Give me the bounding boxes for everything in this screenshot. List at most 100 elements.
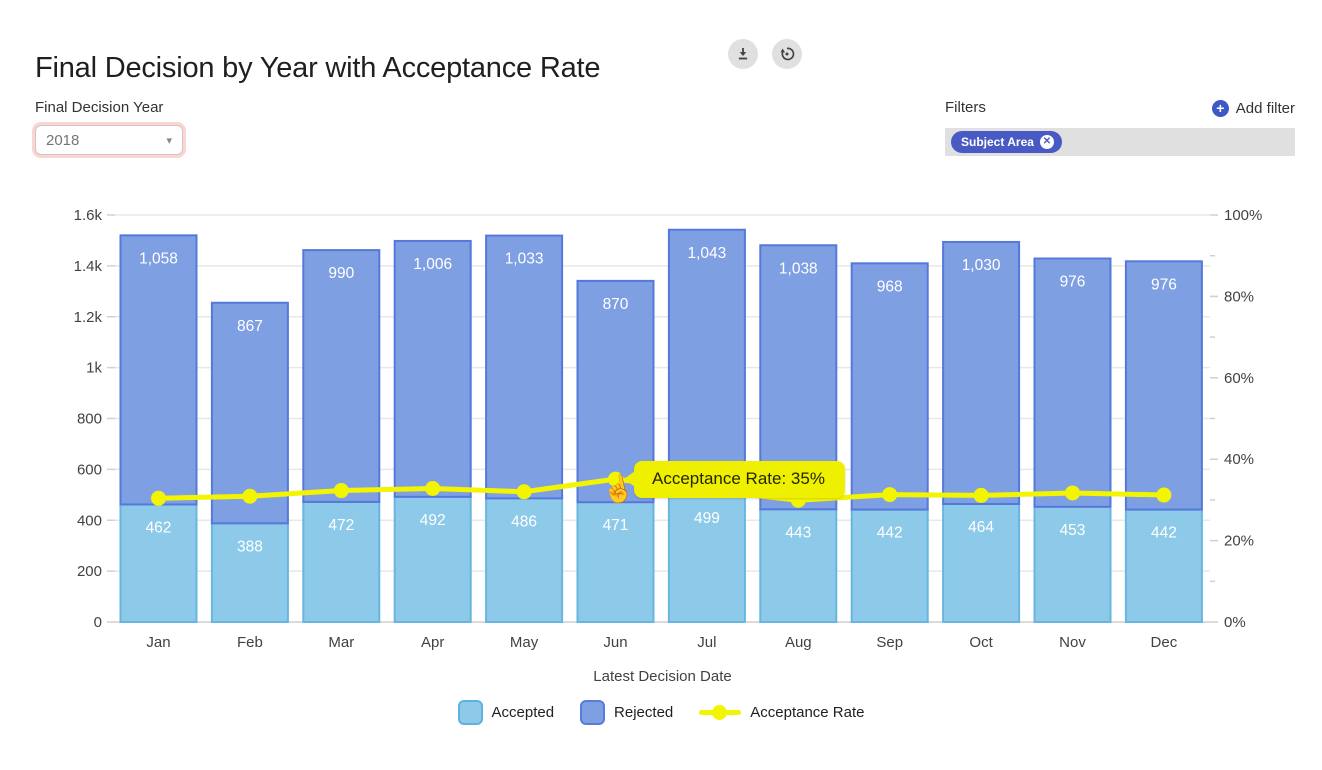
svg-text:1,030: 1,030 <box>962 257 1001 274</box>
rejected-swatch-icon <box>580 700 606 725</box>
bar-accepted-oct[interactable] <box>942 502 1021 623</box>
svg-text:40%: 40% <box>1224 451 1254 468</box>
svg-text:499: 499 <box>694 510 720 527</box>
download-button[interactable] <box>728 39 758 69</box>
bar-accepted-nov[interactable] <box>1033 505 1112 623</box>
svg-text:400: 400 <box>77 512 102 529</box>
svg-text:Mar: Mar <box>328 634 354 651</box>
svg-text:1,058: 1,058 <box>139 250 178 267</box>
download-icon <box>734 45 752 63</box>
filters-label: Filters <box>945 99 986 116</box>
svg-text:443: 443 <box>785 524 811 541</box>
filter-chip-subject-area[interactable]: Subject Area ✕ <box>951 131 1062 153</box>
svg-text:388: 388 <box>237 538 263 555</box>
bar-rejected-dec[interactable] <box>1124 260 1203 511</box>
bar-rejected-sep[interactable] <box>850 262 929 511</box>
acceptance-rate-point-nov[interactable] <box>1065 485 1080 501</box>
bar-rejected-nov[interactable] <box>1033 257 1112 508</box>
bar-rejected-oct[interactable] <box>942 240 1021 505</box>
svg-text:100%: 100% <box>1224 207 1262 224</box>
svg-text:Jan: Jan <box>146 634 170 651</box>
cursor-pointer-icon: ☝ <box>599 470 638 508</box>
x-axis-title: Latest Decision Date <box>593 668 732 685</box>
bar-accepted-sep[interactable] <box>850 508 929 623</box>
svg-text:Aug: Aug <box>785 634 812 651</box>
acceptance-rate-point-apr[interactable] <box>425 481 441 497</box>
svg-text:1.2k: 1.2k <box>74 309 103 326</box>
bar-accepted-apr[interactable] <box>393 495 472 623</box>
svg-text:968: 968 <box>877 278 903 295</box>
acceptance-rate-point-jan[interactable] <box>151 490 166 506</box>
svg-text:453: 453 <box>1060 522 1086 539</box>
bar-accepted-jul[interactable] <box>667 494 746 623</box>
history-icon <box>778 45 796 63</box>
svg-text:Oct: Oct <box>969 634 993 651</box>
svg-text:1.6k: 1.6k <box>74 207 103 224</box>
bar-accepted-feb[interactable] <box>210 522 289 623</box>
svg-text:976: 976 <box>1060 273 1086 290</box>
svg-text:0%: 0% <box>1224 614 1246 631</box>
filter-bar: Subject Area ✕ <box>945 128 1295 156</box>
acceptance-rate-swatch-icon <box>699 705 742 720</box>
accepted-swatch-icon <box>457 700 483 725</box>
svg-text:442: 442 <box>1151 525 1177 542</box>
acceptance-rate-dot-icon <box>712 705 728 720</box>
svg-text:462: 462 <box>146 519 172 536</box>
legend-label-accepted: Accepted <box>491 704 555 721</box>
svg-text:472: 472 <box>328 517 354 534</box>
svg-text:80%: 80% <box>1224 288 1254 305</box>
acceptance-rate-point-sep[interactable] <box>882 487 898 503</box>
bar-rejected-jan[interactable] <box>119 234 198 506</box>
year-filter-label: Final Decision Year <box>35 99 164 116</box>
svg-text:464: 464 <box>968 519 994 536</box>
add-filter-button[interactable]: + Add filter <box>1211 100 1295 117</box>
svg-text:Jul: Jul <box>697 634 716 651</box>
svg-text:1,006: 1,006 <box>413 256 452 273</box>
bar-accepted-jun[interactable] <box>576 501 655 623</box>
svg-text:870: 870 <box>603 296 629 313</box>
svg-text:200: 200 <box>77 563 102 580</box>
acceptance-rate-point-dec[interactable] <box>1156 487 1172 503</box>
acceptance-rate-point-mar[interactable] <box>333 483 349 499</box>
svg-text:Sep: Sep <box>876 634 903 651</box>
bar-accepted-jan[interactable] <box>119 503 198 624</box>
svg-text:Apr: Apr <box>421 634 444 651</box>
svg-text:1.4k: 1.4k <box>74 258 103 275</box>
bar-rejected-feb[interactable] <box>210 301 289 525</box>
year-select[interactable]: 2018 ▾ <box>35 125 183 155</box>
svg-text:867: 867 <box>237 318 263 335</box>
svg-text:60%: 60% <box>1224 370 1254 387</box>
svg-text:492: 492 <box>420 512 446 529</box>
add-filter-label: Add filter <box>1235 100 1295 117</box>
tooltip: Acceptance Rate: 35% <box>624 461 845 498</box>
svg-text:471: 471 <box>603 517 629 534</box>
bar-rejected-mar[interactable] <box>302 249 381 503</box>
bar-accepted-may[interactable] <box>485 497 564 623</box>
svg-text:20%: 20% <box>1224 533 1254 550</box>
svg-text:442: 442 <box>877 525 903 542</box>
acceptance-rate-point-oct[interactable] <box>973 487 989 503</box>
chart-area: 0 200 400 600 800 1k 1.2k 1.4k 1.6k 0% 20% 40% 60% 80… <box>0 195 1322 665</box>
legend-item-rejected: Rejected <box>580 700 673 725</box>
acceptance-rate-point-may[interactable] <box>516 484 532 500</box>
bar-accepted-aug[interactable] <box>759 508 838 624</box>
svg-text:Feb: Feb <box>237 634 263 651</box>
chart-canvas[interactable]: 0 200 400 600 800 1k 1.2k 1.4k 1.6k 0% 20% 40% 60% 80… <box>0 195 1322 665</box>
filter-chip-label: Subject Area <box>961 135 1034 149</box>
svg-text:May: May <box>510 634 539 651</box>
svg-text:Jun: Jun <box>603 634 627 651</box>
legend-label-rejected: Rejected <box>614 704 674 721</box>
chip-close-icon[interactable]: ✕ <box>1039 135 1054 149</box>
page-title: Final Decision by Year with Acceptance R… <box>35 52 601 85</box>
svg-text:1,043: 1,043 <box>688 245 727 262</box>
svg-text:0: 0 <box>94 614 102 631</box>
bar-rejected-may[interactable] <box>485 234 564 500</box>
tooltip-text: Acceptance Rate: 35% <box>652 469 825 488</box>
acceptance-rate-point-feb[interactable] <box>242 488 258 504</box>
bar-rejected-apr[interactable] <box>393 239 472 498</box>
history-button[interactable] <box>772 39 802 69</box>
acceptance-rate-point-jun[interactable] <box>608 471 623 487</box>
svg-text:1,033: 1,033 <box>505 251 544 268</box>
bar-rejected-jul[interactable] <box>667 228 746 497</box>
legend-item-accepted: Accepted <box>457 700 555 725</box>
